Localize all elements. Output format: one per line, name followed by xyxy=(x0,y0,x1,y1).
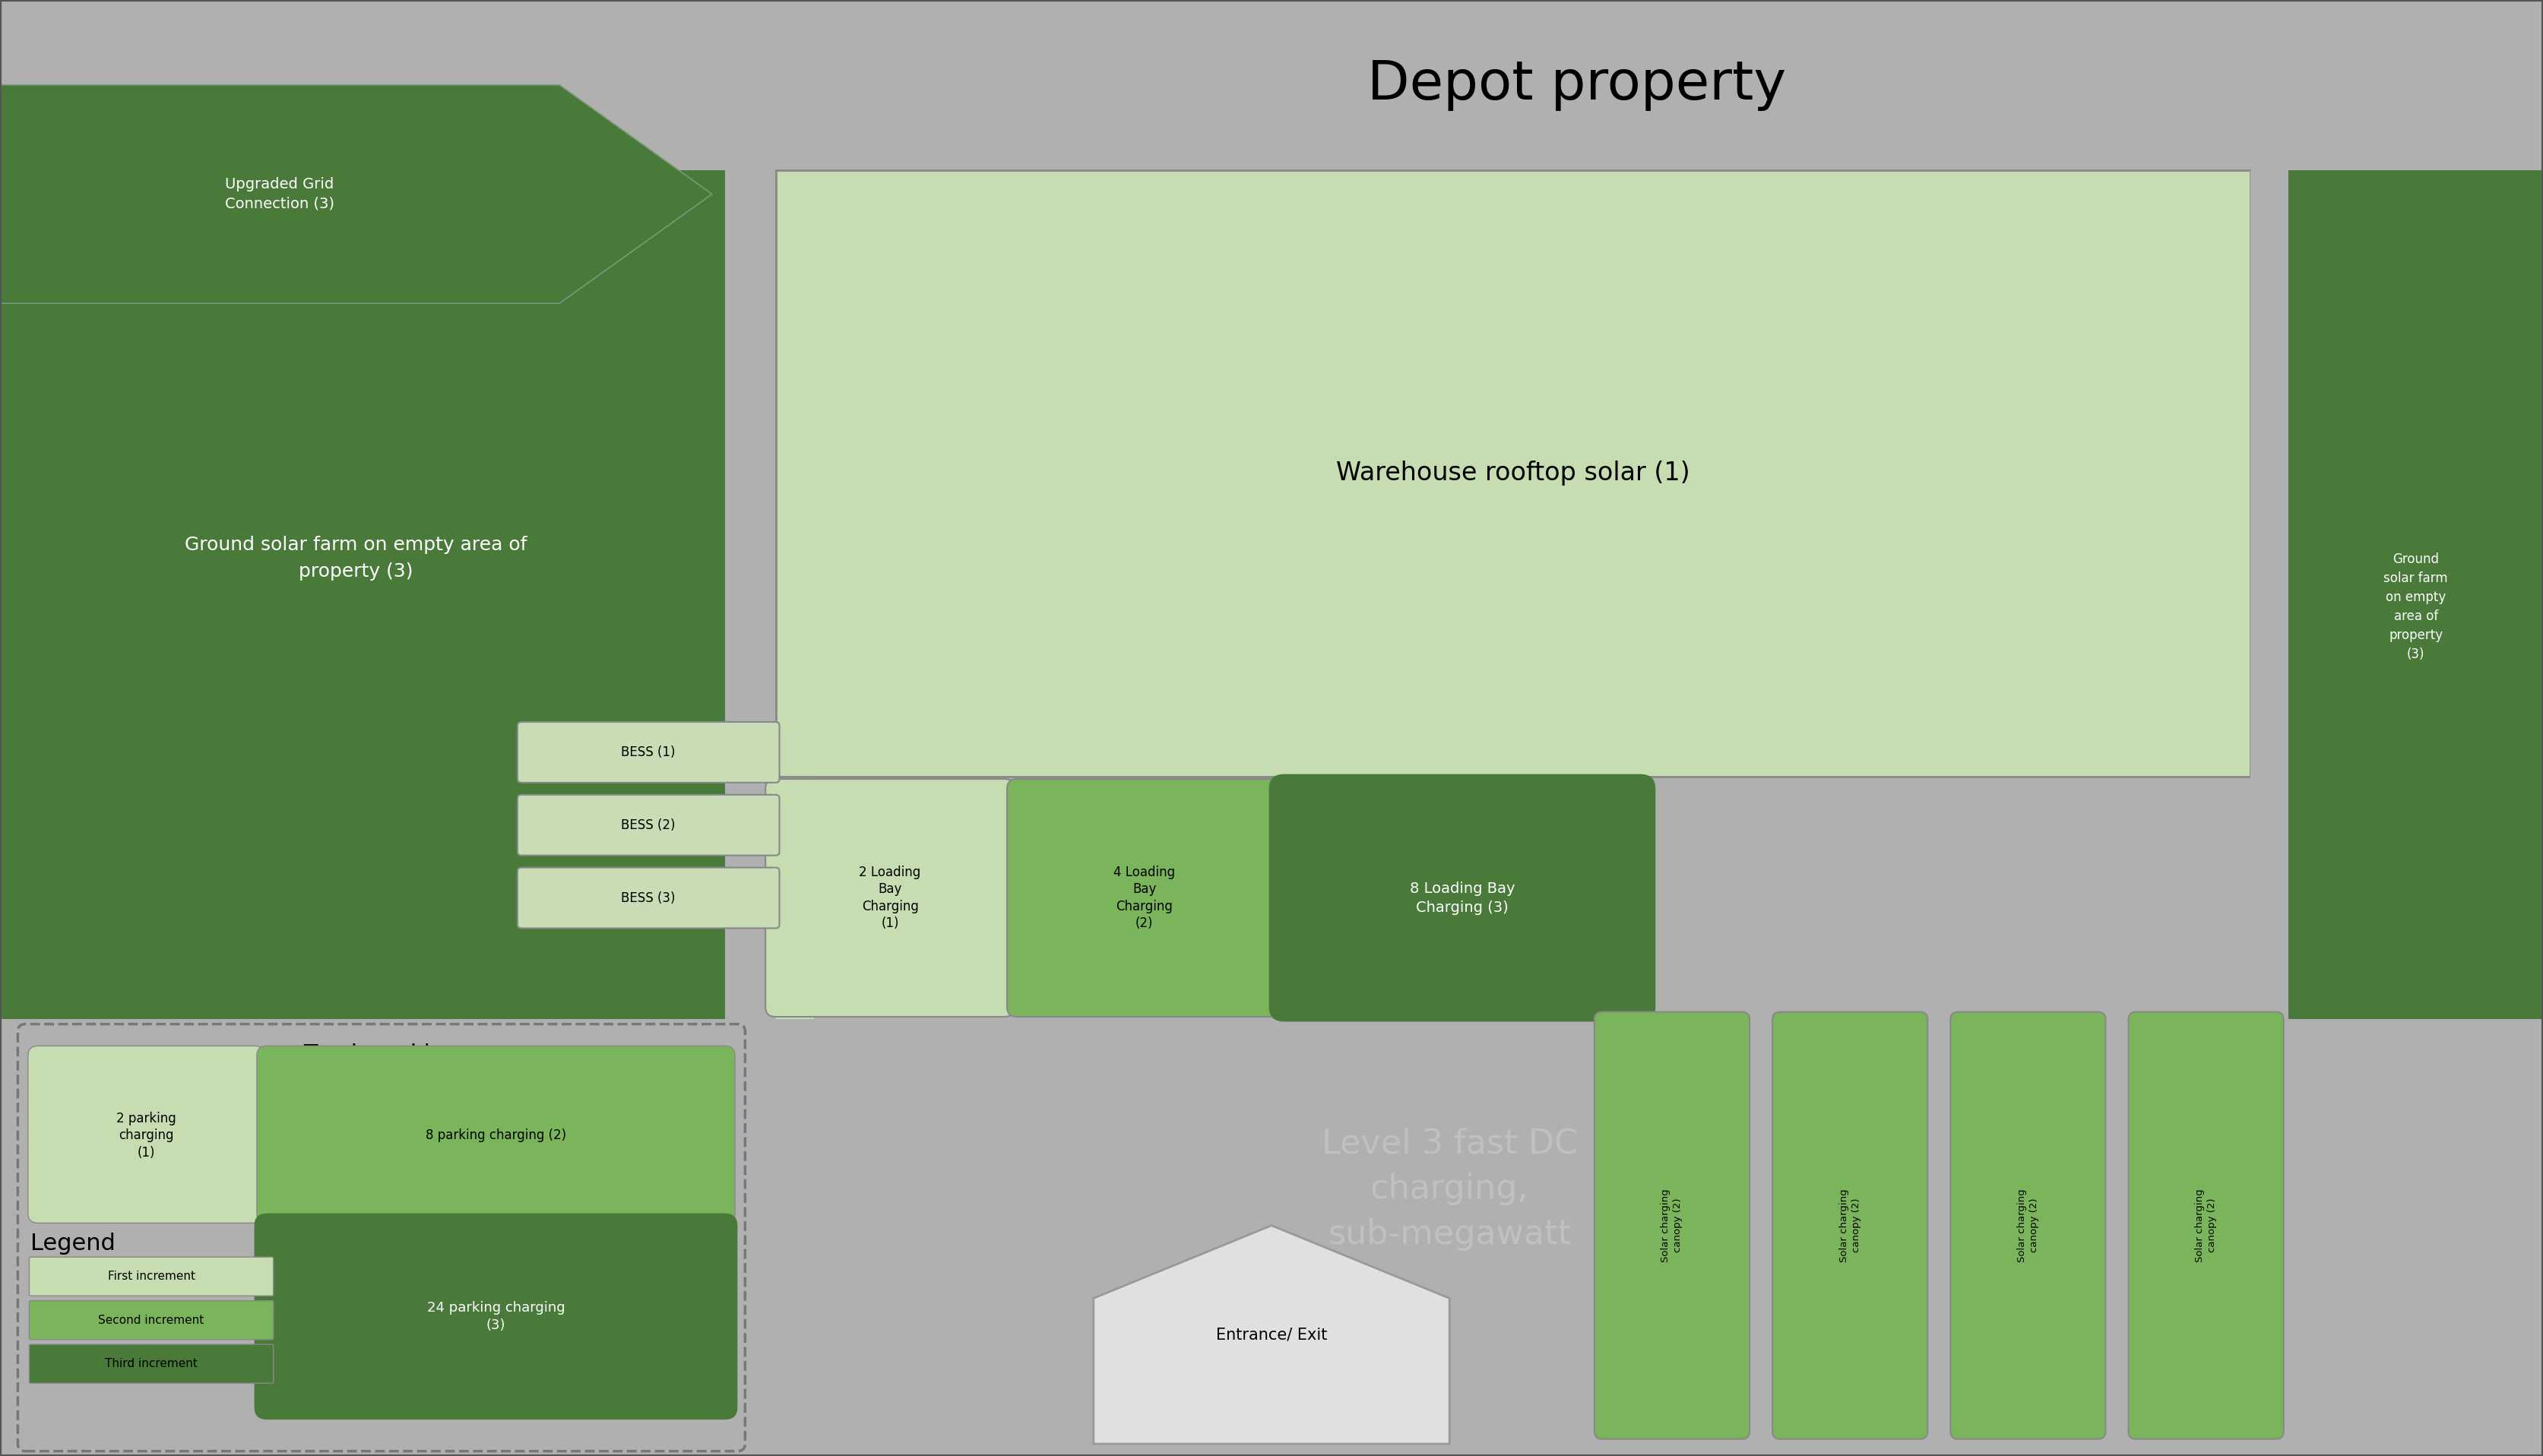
FancyBboxPatch shape xyxy=(28,1045,264,1223)
FancyBboxPatch shape xyxy=(725,170,788,1019)
Text: Level 3 fast DC
charging,
sub-megawatt: Level 3 fast DC charging, sub-megawatt xyxy=(1322,1127,1577,1251)
Text: Solar charging
canopy (2): Solar charging canopy (2) xyxy=(2195,1188,2217,1262)
Text: Legend: Legend xyxy=(31,1233,114,1255)
Text: BESS (3): BESS (3) xyxy=(620,891,676,904)
FancyBboxPatch shape xyxy=(18,1024,745,1452)
Text: Ground
solar farm
on empty
area of
property
(3): Ground solar farm on empty area of prope… xyxy=(2383,552,2449,661)
Text: 8 parking charging (2): 8 parking charging (2) xyxy=(425,1128,567,1143)
FancyBboxPatch shape xyxy=(1269,775,1655,1022)
FancyBboxPatch shape xyxy=(725,0,776,1456)
Text: Second increment: Second increment xyxy=(99,1315,203,1326)
FancyBboxPatch shape xyxy=(725,170,814,1019)
Polygon shape xyxy=(1093,1226,1450,1444)
FancyBboxPatch shape xyxy=(28,1257,272,1296)
Text: First increment: First increment xyxy=(107,1271,196,1283)
Text: Depot property: Depot property xyxy=(1368,58,1785,111)
FancyBboxPatch shape xyxy=(0,0,2543,170)
Text: BESS (2): BESS (2) xyxy=(620,818,676,831)
Text: Entrance/ Exit: Entrance/ Exit xyxy=(1216,1326,1327,1342)
FancyBboxPatch shape xyxy=(0,170,725,1019)
FancyBboxPatch shape xyxy=(1594,1012,1750,1439)
FancyBboxPatch shape xyxy=(254,1213,737,1420)
Polygon shape xyxy=(0,84,712,303)
Text: Solar charging
canopy (2): Solar charging canopy (2) xyxy=(1839,1188,1861,1262)
Text: Solar charging
canopy (2): Solar charging canopy (2) xyxy=(1661,1188,1683,1262)
FancyBboxPatch shape xyxy=(765,779,1015,1016)
Text: Warehouse rooftop solar (1): Warehouse rooftop solar (1) xyxy=(1335,460,1691,486)
Text: Truck parking: Truck parking xyxy=(303,1044,460,1066)
FancyBboxPatch shape xyxy=(2289,170,2543,1019)
FancyBboxPatch shape xyxy=(519,795,781,856)
FancyBboxPatch shape xyxy=(2128,1012,2284,1439)
Text: 4 Loading
Bay
Charging
(2): 4 Loading Bay Charging (2) xyxy=(1114,866,1175,930)
Text: 2 Loading
Bay
Charging
(1): 2 Loading Bay Charging (1) xyxy=(860,866,921,930)
Text: Third increment: Third increment xyxy=(104,1358,198,1370)
FancyBboxPatch shape xyxy=(519,722,781,783)
FancyBboxPatch shape xyxy=(1007,779,1282,1016)
Text: 24 parking charging
(3): 24 parking charging (3) xyxy=(427,1300,565,1332)
FancyBboxPatch shape xyxy=(519,868,781,929)
Text: 8 Loading Bay
Charging (3): 8 Loading Bay Charging (3) xyxy=(1409,881,1516,914)
FancyBboxPatch shape xyxy=(257,1045,735,1223)
FancyBboxPatch shape xyxy=(776,170,2251,776)
FancyBboxPatch shape xyxy=(1950,1012,2106,1439)
Text: 2 parking
charging
(1): 2 parking charging (1) xyxy=(117,1112,175,1159)
FancyBboxPatch shape xyxy=(0,1019,2543,1456)
FancyBboxPatch shape xyxy=(1772,1012,1928,1439)
FancyBboxPatch shape xyxy=(28,1300,272,1340)
FancyBboxPatch shape xyxy=(28,1344,272,1383)
Text: Solar charging
canopy (2): Solar charging canopy (2) xyxy=(2017,1188,2039,1262)
Text: Upgraded Grid
Connection (3): Upgraded Grid Connection (3) xyxy=(224,178,336,211)
Text: Ground solar farm on empty area of
property (3): Ground solar farm on empty area of prope… xyxy=(186,536,526,581)
FancyBboxPatch shape xyxy=(2251,170,2289,1019)
Text: BESS (1): BESS (1) xyxy=(620,745,676,759)
